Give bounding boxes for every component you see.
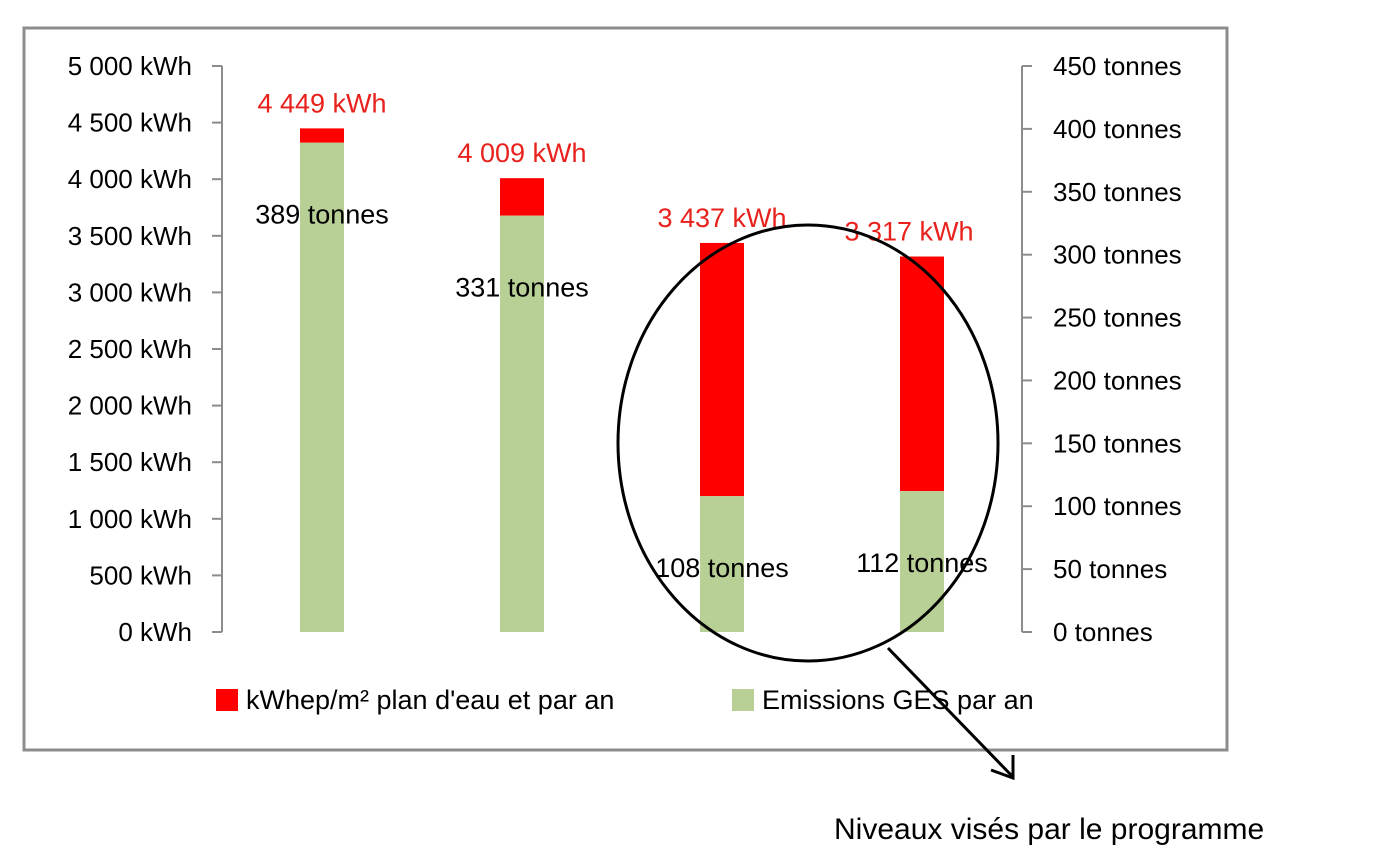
right-tick-label: 350 tonnes <box>1053 177 1182 207</box>
left-tick-label: 500 kWh <box>89 560 192 590</box>
right-tick-label: 200 tonnes <box>1053 365 1182 395</box>
left-tick-label: 2 500 kWh <box>68 334 192 364</box>
emissions-label: 331 tonnes <box>455 273 589 303</box>
right-tick-label: 0 tonnes <box>1053 617 1153 647</box>
legend-label-emissions: Emissions GES par an <box>762 685 1034 715</box>
energy-total-label: 3 437 kWh <box>657 203 786 233</box>
energy-total-label: 4 449 kWh <box>257 88 386 118</box>
chart-frame <box>22 26 1229 752</box>
annotation-arrow-head <box>990 755 1015 781</box>
left-y-axis: 0 kWh 500 kWh 1 000 kWh 1 500 kWh 2 000 kWh 2… <box>68 51 223 647</box>
annotation-arrow-line <box>886 646 1014 778</box>
bars <box>300 128 944 633</box>
emissions-label: 389 tonnes <box>255 200 389 230</box>
emissions-label: 108 tonnes <box>655 553 789 583</box>
bar-emissions <box>700 496 744 632</box>
bar-energy <box>500 178 544 216</box>
bar-emissions <box>500 215 544 633</box>
legend-swatch-emissions <box>732 689 754 711</box>
left-tick-label: 2 000 kWh <box>68 391 192 421</box>
right-tick-label: 400 tonnes <box>1053 114 1182 144</box>
left-tick-label: 5 000 kWh <box>68 51 192 81</box>
legend-swatch-energy <box>216 689 238 711</box>
bar-emissions <box>900 491 944 632</box>
value-labels: 4 449 kWh 389 tonnes 4 009 kWh 331 tonnes 3 … <box>255 88 988 583</box>
left-tick-label: 3 000 kWh <box>68 277 192 307</box>
legend-label-energy: kWhep/m² plan d'eau et par an <box>246 685 614 715</box>
bar-energy <box>700 242 744 497</box>
bar-emissions <box>300 142 344 633</box>
left-tick-label: 3 500 kWh <box>68 221 192 251</box>
right-tick-label: 450 tonnes <box>1053 51 1182 81</box>
energy-total-label: 4 009 kWh <box>457 138 586 168</box>
energy-total-label: 3 317 kWh <box>844 217 973 247</box>
left-tick-label: 4 500 kWh <box>68 108 192 138</box>
right-tick-label: 250 tonnes <box>1053 303 1182 333</box>
right-y-axis: 0 tonnes 50 tonnes 100 tonnes 150 tonnes 200… <box>1021 51 1182 647</box>
bar-energy <box>300 128 344 143</box>
right-tick-label: 100 tonnes <box>1053 491 1182 521</box>
left-tick-label: 4 000 kWh <box>68 164 192 194</box>
right-tick-label: 50 tonnes <box>1053 554 1167 584</box>
bar-energy <box>900 256 944 492</box>
left-tick-label: 1 500 kWh <box>68 447 192 477</box>
right-tick-label: 150 tonnes <box>1053 428 1182 458</box>
left-tick-label: 0 kWh <box>118 617 192 647</box>
right-tick-label: 300 tonnes <box>1053 240 1182 270</box>
legend: kWhep/m² plan d'eau et par an Emissions … <box>216 685 1034 715</box>
left-tick-label: 1 000 kWh <box>68 504 192 534</box>
annotation-text: Niveaux visés par le programme <box>834 813 1264 846</box>
target-ellipse <box>616 223 1000 663</box>
